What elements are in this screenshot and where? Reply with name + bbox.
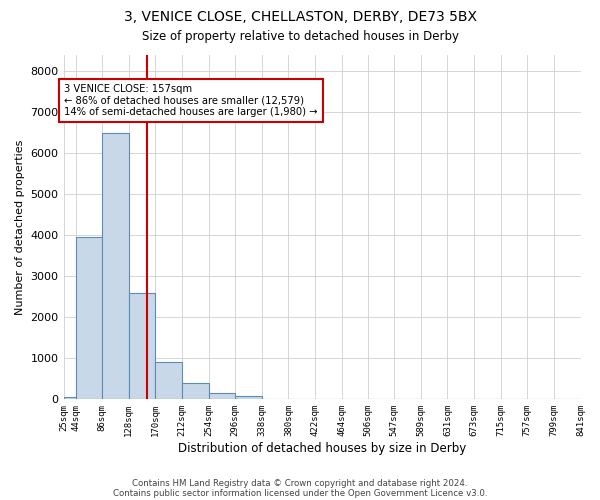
Text: Size of property relative to detached houses in Derby: Size of property relative to detached ho… <box>142 30 458 43</box>
Y-axis label: Number of detached properties: Number of detached properties <box>15 140 25 315</box>
Bar <box>235 396 262 400</box>
Bar <box>129 293 155 400</box>
Bar <box>155 362 182 400</box>
Text: 3, VENICE CLOSE, CHELLASTON, DERBY, DE73 5BX: 3, VENICE CLOSE, CHELLASTON, DERBY, DE73… <box>124 10 476 24</box>
Bar <box>182 384 209 400</box>
Text: Contains HM Land Registry data © Crown copyright and database right 2024.: Contains HM Land Registry data © Crown c… <box>132 478 468 488</box>
Text: Contains public sector information licensed under the Open Government Licence v3: Contains public sector information licen… <box>113 488 487 498</box>
Bar <box>102 133 129 400</box>
X-axis label: Distribution of detached houses by size in Derby: Distribution of detached houses by size … <box>178 442 466 455</box>
Bar <box>209 393 235 400</box>
Text: 3 VENICE CLOSE: 157sqm
← 86% of detached houses are smaller (12,579)
14% of semi: 3 VENICE CLOSE: 157sqm ← 86% of detached… <box>64 84 317 117</box>
Bar <box>76 238 102 400</box>
Bar <box>64 397 76 400</box>
